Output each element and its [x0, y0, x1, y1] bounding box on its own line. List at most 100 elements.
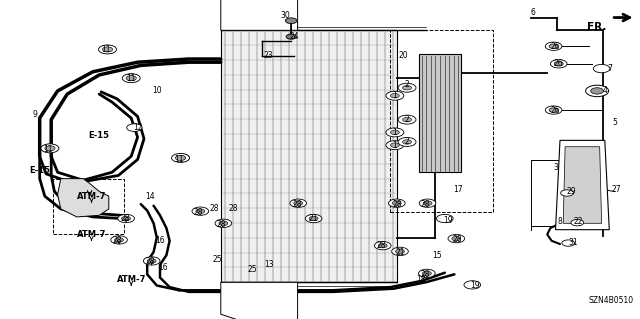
Circle shape — [45, 146, 54, 151]
Circle shape — [403, 117, 412, 122]
Circle shape — [192, 207, 209, 215]
Circle shape — [549, 44, 558, 48]
Text: 28: 28 — [421, 270, 430, 279]
Bar — [390, 30, 493, 212]
Text: 31: 31 — [568, 238, 578, 247]
Text: 7: 7 — [607, 64, 612, 73]
Circle shape — [378, 243, 387, 248]
Circle shape — [127, 76, 136, 80]
Circle shape — [294, 201, 303, 205]
Text: 18: 18 — [417, 275, 426, 284]
Circle shape — [143, 257, 160, 265]
Text: 22: 22 — [573, 217, 582, 226]
Text: 28: 28 — [421, 200, 430, 209]
Text: 10: 10 — [152, 86, 162, 95]
Circle shape — [545, 106, 562, 114]
Circle shape — [172, 153, 189, 162]
Text: 2: 2 — [404, 115, 409, 124]
Circle shape — [562, 240, 575, 246]
Text: 1: 1 — [392, 141, 397, 150]
Text: 21: 21 — [396, 248, 404, 256]
Circle shape — [41, 144, 59, 153]
Text: 6: 6 — [531, 8, 536, 17]
Circle shape — [392, 201, 401, 205]
Circle shape — [571, 219, 584, 226]
Circle shape — [396, 249, 404, 254]
Circle shape — [215, 219, 232, 227]
Text: 11: 11 — [127, 74, 136, 83]
Circle shape — [390, 93, 399, 98]
Polygon shape — [556, 140, 609, 230]
Text: 29: 29 — [566, 187, 576, 196]
Polygon shape — [58, 179, 109, 217]
Text: 23: 23 — [264, 51, 274, 60]
Text: 1: 1 — [392, 91, 397, 100]
Circle shape — [309, 216, 318, 221]
Circle shape — [448, 234, 465, 243]
Circle shape — [403, 85, 412, 90]
Circle shape — [550, 60, 567, 68]
Text: 28: 28 — [376, 241, 385, 250]
Text: 13: 13 — [264, 260, 274, 269]
Text: 28: 28 — [146, 257, 155, 266]
Text: SZN4B0510: SZN4B0510 — [588, 296, 634, 305]
Text: 26: 26 — [554, 59, 564, 68]
Circle shape — [177, 156, 186, 160]
Text: E-15: E-15 — [89, 131, 109, 140]
Text: 4: 4 — [602, 86, 607, 95]
Text: 27: 27 — [611, 185, 621, 194]
Circle shape — [122, 216, 131, 221]
Text: 28: 28 — [392, 200, 401, 209]
Circle shape — [118, 214, 134, 223]
Bar — [419, 54, 461, 172]
Text: FR.: FR. — [588, 22, 607, 32]
Text: 28: 28 — [216, 220, 225, 229]
Circle shape — [290, 199, 307, 207]
Circle shape — [219, 221, 228, 226]
Text: 21: 21 — [309, 214, 318, 223]
Text: 20: 20 — [398, 51, 408, 60]
Text: 8: 8 — [557, 217, 563, 226]
Circle shape — [127, 124, 142, 131]
Text: 1: 1 — [392, 128, 397, 137]
Text: 16: 16 — [155, 236, 165, 245]
Text: 12: 12 — [133, 123, 142, 132]
Circle shape — [419, 199, 436, 207]
Circle shape — [285, 18, 297, 24]
Text: 24: 24 — [289, 32, 300, 41]
Circle shape — [115, 238, 124, 242]
Text: 26: 26 — [550, 106, 560, 115]
Polygon shape — [563, 147, 602, 223]
Circle shape — [398, 115, 416, 124]
Text: 28: 28 — [113, 236, 122, 245]
Text: 11: 11 — [101, 45, 110, 54]
Circle shape — [554, 62, 563, 66]
Bar — [53, 179, 124, 234]
Circle shape — [99, 45, 116, 54]
Circle shape — [388, 199, 405, 207]
Text: 16: 16 — [158, 263, 168, 272]
Circle shape — [173, 154, 189, 162]
Text: 9: 9 — [33, 110, 38, 119]
Circle shape — [586, 85, 609, 97]
Circle shape — [452, 236, 461, 241]
Circle shape — [386, 91, 404, 100]
Circle shape — [102, 47, 113, 52]
Circle shape — [549, 108, 558, 112]
Text: 17: 17 — [452, 185, 463, 194]
Circle shape — [398, 137, 416, 146]
Circle shape — [196, 209, 205, 213]
Circle shape — [422, 271, 431, 276]
Circle shape — [403, 140, 412, 144]
Circle shape — [305, 214, 322, 223]
Circle shape — [147, 259, 156, 263]
Circle shape — [386, 128, 404, 137]
Text: 19: 19 — [470, 281, 480, 290]
Polygon shape — [221, 282, 298, 319]
Text: 5: 5 — [612, 118, 617, 127]
Text: 28: 28 — [120, 214, 129, 223]
Circle shape — [42, 144, 58, 152]
Circle shape — [436, 214, 453, 223]
Circle shape — [390, 130, 399, 135]
Circle shape — [123, 74, 140, 82]
